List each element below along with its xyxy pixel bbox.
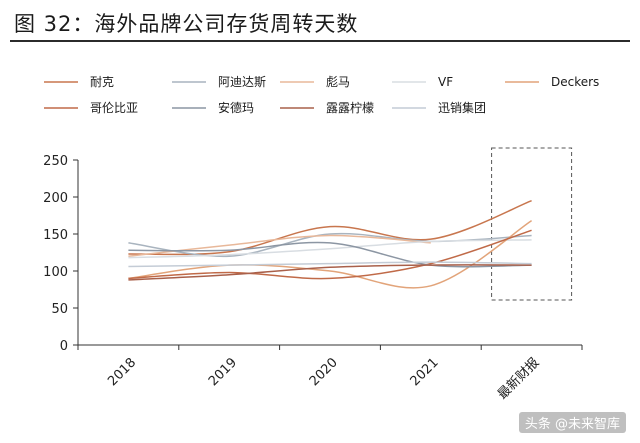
x-tick-label: 2020 [307, 355, 341, 389]
series-line [128, 261, 532, 268]
legend-label: 迅销集团 [438, 100, 486, 115]
latest-report-highlight-box [491, 147, 573, 301]
highlight-box [491, 147, 573, 301]
x-tick-label: 最新财报 [494, 355, 542, 403]
series-line [128, 241, 532, 268]
chart-title: 图 32：海外品牌公司存货周转天数 [14, 12, 359, 36]
legend-label: 哥伦比亚 [90, 100, 138, 115]
legend-label: Deckers [551, 75, 599, 89]
watermark: 头条 @未来智库 [518, 412, 626, 433]
legend-label: 露露柠檬 [326, 100, 374, 115]
x-tick-label: 2021 [408, 355, 442, 389]
y-tick-label: 100 [43, 265, 68, 280]
series-line [128, 239, 532, 259]
y-tick-label: 50 [51, 302, 68, 317]
series-lines [128, 199, 533, 289]
legend-label: 安德玛 [218, 100, 254, 115]
title-underline [10, 40, 630, 42]
series-line [128, 199, 532, 256]
legend-label: 彪马 [326, 75, 350, 89]
y-tick-label: 250 [43, 154, 68, 169]
chart-legend: 耐克 阿迪达斯 彪马 VF Deckers 哥伦比亚 安德玛 露露柠檬 迅销集团 [44, 75, 599, 115]
x-tick-label: 2019 [206, 355, 240, 389]
series-line [128, 264, 532, 281]
legend-label: VF [438, 75, 453, 89]
y-tick-label: 0 [60, 339, 68, 354]
y-tick-label: 150 [43, 228, 68, 243]
legend-label: 耐克 [90, 75, 114, 89]
y-tick-label: 200 [43, 191, 68, 206]
legend-label: 阿迪达斯 [218, 75, 266, 89]
series-line [128, 232, 532, 258]
series-line [128, 229, 532, 280]
x-tick-label: 2018 [105, 355, 139, 389]
